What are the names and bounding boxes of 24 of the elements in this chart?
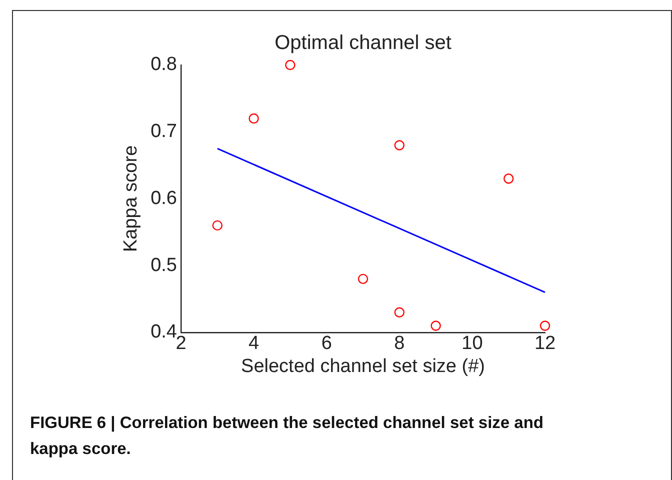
chart-title: Optimal channel set bbox=[274, 32, 452, 54]
y-tick-label: 0.6 bbox=[150, 188, 177, 209]
point bbox=[540, 320, 550, 331]
x-tick-label: 6 bbox=[321, 333, 332, 354]
y-tick-label: 0.4 bbox=[150, 322, 178, 343]
y-axis-title: Kappa score bbox=[120, 145, 142, 252]
caption: FIGURE 6 | Correlation between the selected channel set size and kappa score. bbox=[30, 413, 545, 460]
point bbox=[394, 307, 404, 318]
x-tick-label: 8 bbox=[394, 333, 405, 354]
point bbox=[358, 274, 368, 284]
x-tick-label: 2 bbox=[176, 333, 186, 354]
x-tick-label: 4 bbox=[248, 333, 260, 354]
point bbox=[248, 113, 259, 124]
point bbox=[394, 140, 404, 150]
point bbox=[285, 60, 296, 70]
x-axis-title: Selected channel set size (#) bbox=[241, 356, 485, 377]
point bbox=[212, 220, 222, 231]
point bbox=[504, 174, 514, 184]
y-tick-label: 0.7 bbox=[150, 121, 177, 142]
point bbox=[430, 320, 441, 331]
x-tick-label: 10 bbox=[462, 333, 483, 354]
y-tick-label: 0.8 bbox=[150, 54, 177, 76]
x-tick-label: 12 bbox=[534, 333, 556, 354]
y-tick-label: 0.5 bbox=[150, 254, 177, 276]
